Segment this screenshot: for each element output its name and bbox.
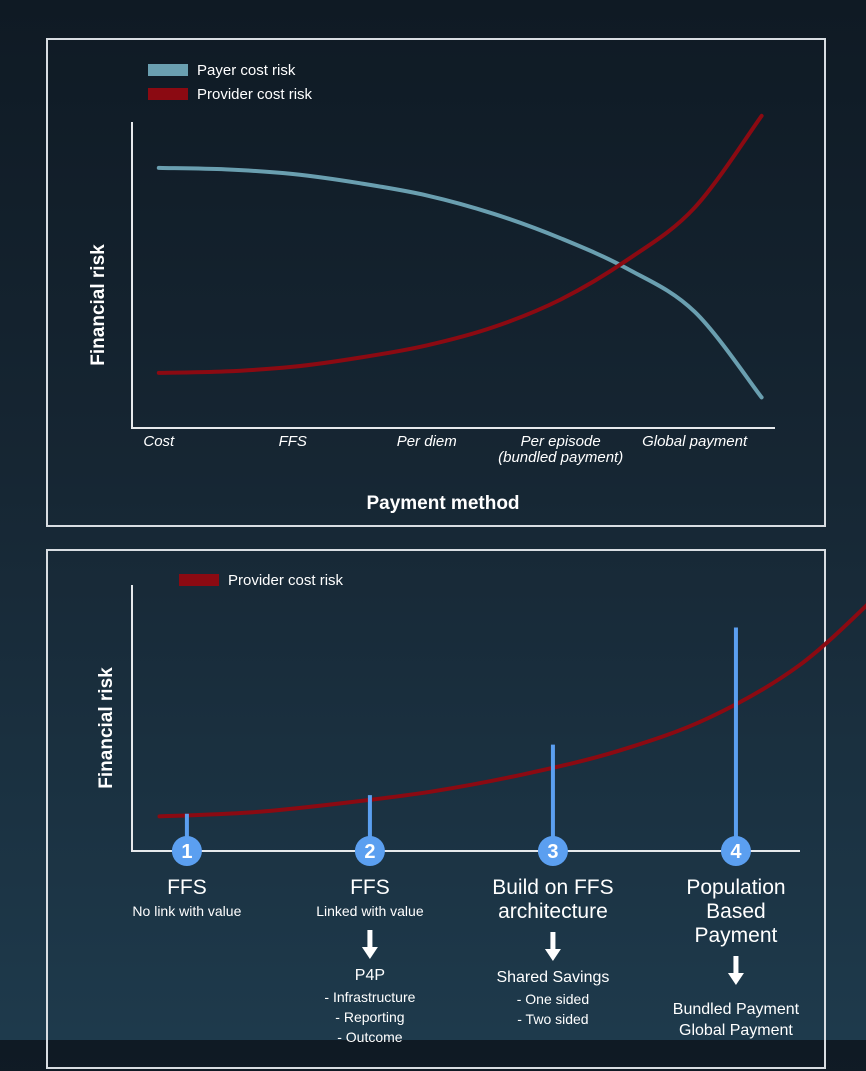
stage-detail-heading-3: Shared Savings	[496, 969, 609, 986]
stage-detail-heading-2: P4P	[355, 967, 385, 984]
payment-method-risk-panel: Payer cost risk Provider cost risk Financi…	[46, 38, 826, 527]
x-tick-label-3: Per diem	[397, 433, 457, 450]
x-axis-label: Payment method	[366, 493, 519, 514]
stage-number-2: 2	[364, 841, 375, 863]
y-axis-label: Financial risk	[88, 244, 109, 366]
payment-method-risk-chart: Payer cost risk Provider cost risk Financi…	[48, 40, 828, 529]
legend-swatch-1	[148, 64, 188, 76]
provider-risk-stages-panel: Provider cost risk Financial risk 1 FFS No l…	[46, 549, 826, 1069]
x-tick-label-5: Global payment	[642, 433, 748, 450]
legend-swatch-2	[148, 88, 188, 100]
stage-title-4-line-2: Based	[706, 900, 766, 923]
down-arrow-icon-3	[545, 932, 561, 961]
x-tick-label-4: Per episode(bundled payment)	[498, 433, 623, 466]
provider-risk-stages-chart: Provider cost risk Financial risk 1 FFS No l…	[48, 551, 828, 1071]
stage-subtitle-2: Linked with value	[316, 903, 424, 919]
arrow-head-2	[362, 947, 378, 959]
down-arrow-icon-2	[362, 930, 378, 959]
stage-detail-2-1: - Infrastructure	[324, 989, 415, 1005]
stage-detail-4-2: Global Payment	[679, 1022, 793, 1039]
axes-lines	[132, 585, 800, 851]
stage-title-3-line-2: architecture	[498, 900, 608, 923]
stage-subtitle-1: No link with value	[132, 903, 241, 919]
legend-label-2: Provider cost risk	[197, 86, 313, 103]
stage-detail-4-1: Bundled Payment	[673, 1001, 800, 1018]
stage-title-3-line-1: Build on FFS	[492, 876, 613, 899]
legend-label-1: Provider cost risk	[228, 572, 344, 589]
series-line-provider-cost-risk	[160, 590, 866, 816]
stage-title-4-line-1: Population	[686, 876, 785, 899]
stage-detail-3-1: - One sided	[517, 991, 589, 1007]
stage-title-2-line-1: FFS	[350, 876, 390, 899]
arrow-shaft-2	[367, 930, 372, 948]
down-arrow-icon-4	[728, 956, 744, 985]
stage-title-4-line-3: Payment	[695, 924, 778, 947]
stage-detail-2-2: - Reporting	[335, 1009, 404, 1025]
legend-label-1: Payer cost risk	[197, 62, 296, 79]
stage-number-1: 1	[181, 841, 192, 863]
stage-detail-3-2: - Two sided	[517, 1011, 588, 1027]
x-tick-label-2: FFS	[279, 433, 307, 450]
series-line-provider-cost-risk	[159, 116, 762, 373]
arrow-head-3	[545, 949, 561, 961]
stage-number-3: 3	[547, 841, 558, 863]
arrow-shaft-4	[733, 956, 738, 974]
arrow-head-4	[728, 973, 744, 985]
stage-title-1-line-1: FFS	[167, 876, 207, 899]
arrow-shaft-3	[550, 932, 555, 950]
stage-number-4: 4	[730, 841, 742, 863]
x-tick-label-1: Cost	[143, 433, 175, 450]
legend-swatch-1	[179, 574, 219, 586]
y-axis-label: Financial risk	[96, 667, 117, 789]
series-line-payer-cost-risk	[159, 168, 762, 398]
stage-detail-2-3: - Outcome	[337, 1029, 403, 1045]
